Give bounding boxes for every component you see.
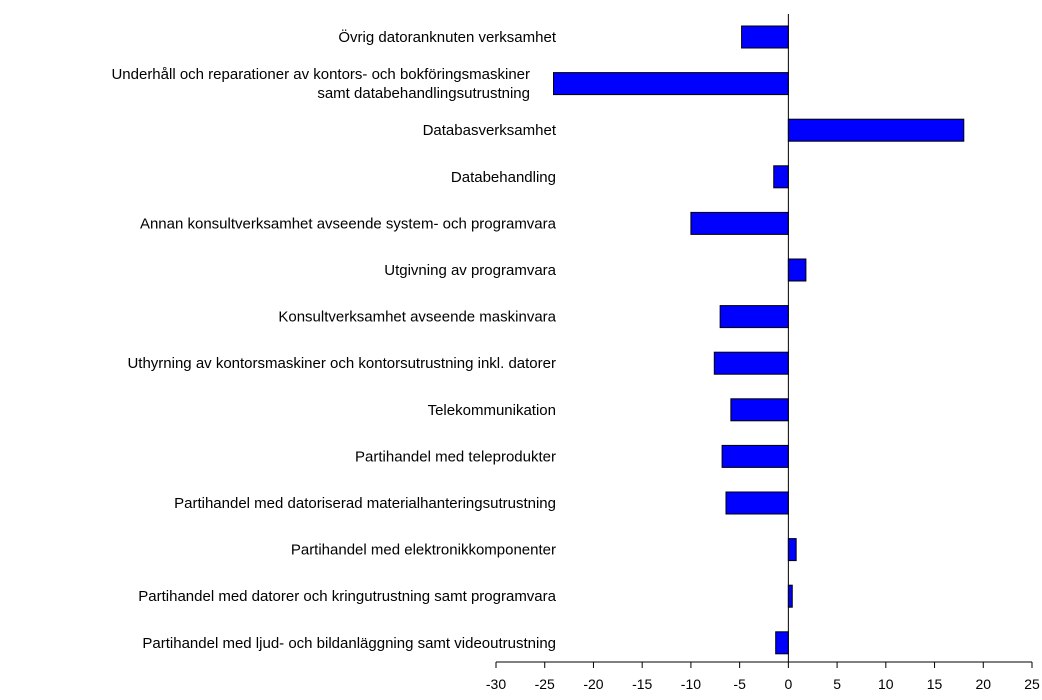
category-label: Telekommunikation xyxy=(428,402,556,419)
category-label: Övrig datoranknuten verksamhet xyxy=(338,28,556,46)
bar xyxy=(741,25,789,49)
category-label: Databasverksamhet xyxy=(423,122,557,139)
category-label: Partihandel med teleprodukter xyxy=(355,448,556,465)
category-label: Databehandling xyxy=(451,169,556,186)
category-label: Partihandel med datoriserad materialhant… xyxy=(174,495,556,512)
bar xyxy=(713,351,789,375)
x-tick-label: 15 xyxy=(927,676,943,692)
x-tick-label: 20 xyxy=(975,676,991,692)
bar xyxy=(730,398,789,422)
bar xyxy=(787,118,965,142)
x-tick-label: -10 xyxy=(681,676,701,692)
category-label: Partihandel med datorer och kringutrustn… xyxy=(138,588,556,605)
x-tick-label: -30 xyxy=(486,676,506,692)
category-label: Konsultverksamhet avseende maskinvara xyxy=(278,309,556,326)
category-label: Uthyrning av kontorsmaskiner och kontors… xyxy=(127,355,556,372)
bar xyxy=(721,444,789,468)
category-label: Partihandel med elektronikkomponenter xyxy=(291,542,556,559)
x-tick-label: -5 xyxy=(733,676,746,692)
bar xyxy=(787,258,807,282)
x-tick-label: 25 xyxy=(1024,676,1040,692)
x-tick-label: -15 xyxy=(632,676,652,692)
bar xyxy=(690,211,789,235)
category-label: Partihandel med ljud- och bildanläggning… xyxy=(142,635,556,652)
x-tick-label: 10 xyxy=(878,676,894,692)
x-tick-label: 0 xyxy=(784,676,792,692)
bar xyxy=(725,491,789,515)
category-label: Annan konsultverksamhet avseende system-… xyxy=(140,215,557,232)
category-label: Underhåll och reparationer av kontors- o… xyxy=(111,66,530,102)
bar xyxy=(719,305,789,329)
bar xyxy=(773,165,789,189)
bar xyxy=(787,538,797,562)
x-tick-label: -20 xyxy=(583,676,603,692)
x-tick-label: 5 xyxy=(833,676,841,692)
bar xyxy=(775,631,789,655)
category-label: Utgivning av programvara xyxy=(384,262,556,279)
x-tick-label: -25 xyxy=(535,676,555,692)
bar xyxy=(552,72,789,96)
bar xyxy=(787,584,793,608)
